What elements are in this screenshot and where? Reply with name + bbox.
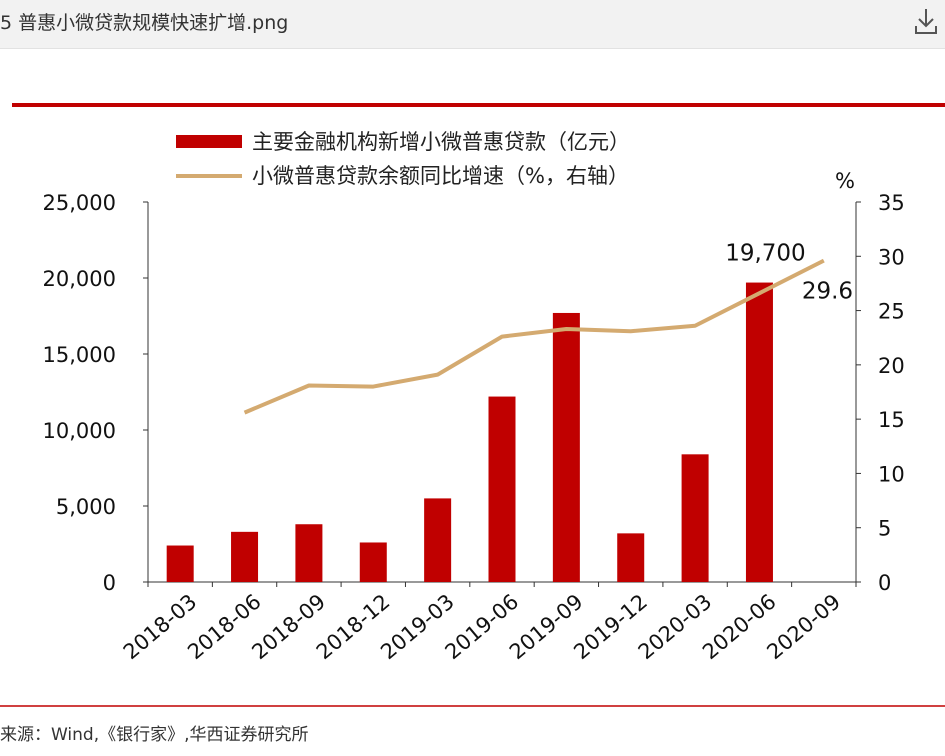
line-value-label: 29.6 <box>802 279 853 305</box>
bar <box>617 533 645 582</box>
legend-line-label: 小微普惠贷款余额同比增速（%，右轴） <box>252 164 629 188</box>
bar <box>424 498 452 582</box>
legend-bar-label: 主要金融机构新增小微普惠贷款（亿元） <box>252 130 630 154</box>
bar <box>231 531 259 582</box>
legend-bar-swatch <box>176 135 242 148</box>
bar <box>359 542 387 582</box>
y-right-tick-label: 30 <box>878 245 905 269</box>
y-left-tick-label: 0 <box>103 571 116 595</box>
y-left-tick-label: 25,000 <box>43 191 116 215</box>
legend: 主要金融机构新增小微普惠贷款（亿元） 小微普惠贷款余额同比增速（%，右轴） <box>176 130 630 188</box>
growth-line <box>243 258 825 415</box>
bar <box>745 282 773 582</box>
y-right-tick-label: 25 <box>878 300 905 324</box>
download-icon[interactable] <box>913 6 939 36</box>
bar <box>295 524 323 582</box>
file-title: 5 普惠小微贷款规模快速扩增.png <box>0 12 289 34</box>
bar-value-label: 19,700 <box>725 241 805 267</box>
x-tick-label: 2020-09 <box>762 589 845 664</box>
bar <box>552 312 580 582</box>
bar <box>166 545 194 582</box>
y-right-tick-label: 15 <box>878 408 905 432</box>
y-right-tick-label: 5 <box>878 517 891 541</box>
bar <box>681 454 709 582</box>
image-viewer-header: 5 普惠小微贷款规模快速扩增.png <box>0 0 945 49</box>
y-left-tick-label: 5,000 <box>56 495 116 519</box>
y-left-tick-label: 20,000 <box>43 267 116 291</box>
plot-area: 0 5,000 10,000 15,000 20,000 25,000 0 5 10 15 20 25… <box>43 169 905 664</box>
y-right-tick-label: 10 <box>878 462 905 486</box>
source-note: 来源：Wind,《银行家》,华西证券研究所 <box>0 725 309 745</box>
y-right-tick-label: 35 <box>878 191 905 215</box>
y-right-tick-label: 20 <box>878 354 905 378</box>
bar <box>488 396 516 582</box>
y-left-tick-label: 10,000 <box>43 419 116 443</box>
y-left-tick-label: 15,000 <box>43 343 116 367</box>
y-right-tick-label: 0 <box>878 571 891 595</box>
y-right-unit: % <box>835 169 855 193</box>
